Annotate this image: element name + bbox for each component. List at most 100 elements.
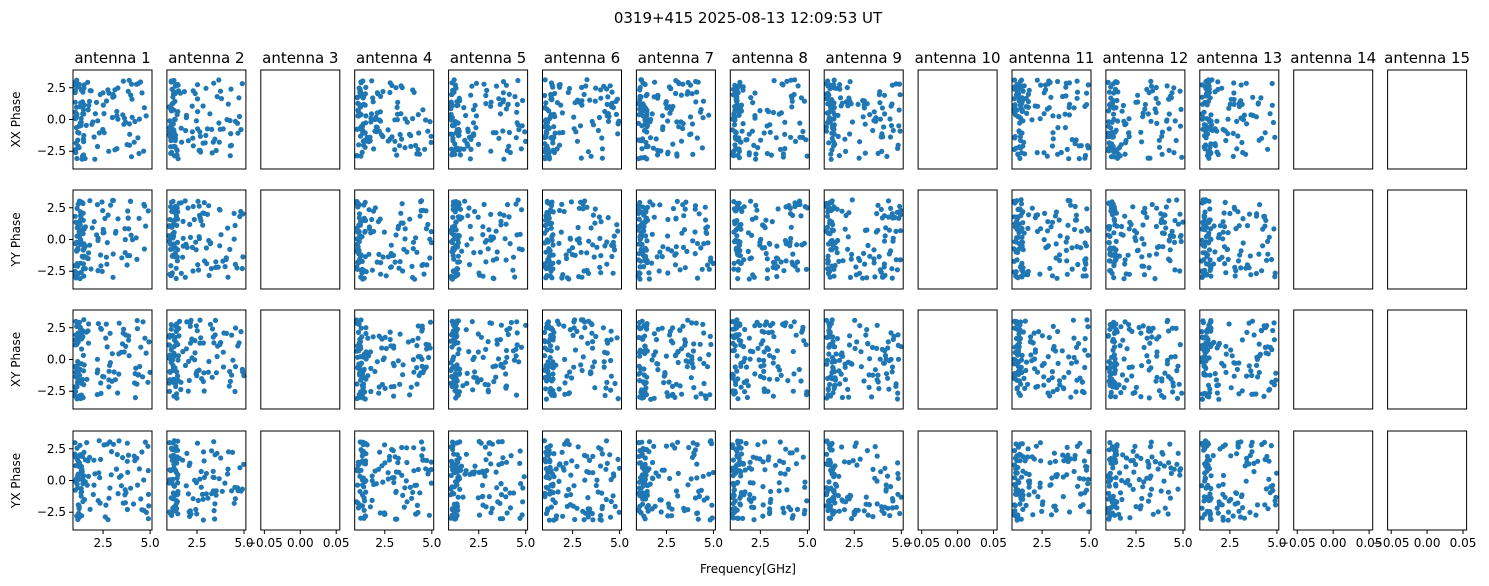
data-point	[1177, 211, 1183, 217]
data-point	[638, 77, 644, 83]
data-point	[136, 372, 142, 378]
data-point	[467, 471, 473, 477]
data-point	[657, 497, 663, 503]
data-point	[681, 213, 687, 219]
data-point	[1165, 489, 1172, 495]
data-point	[688, 476, 694, 482]
data-point	[1018, 101, 1025, 107]
data-point	[827, 274, 833, 280]
data-point	[1076, 475, 1083, 481]
scatter-series	[1105, 439, 1184, 522]
data-point	[1011, 318, 1018, 324]
data-point	[368, 230, 374, 236]
data-point	[751, 517, 757, 523]
data-point	[175, 480, 181, 486]
data-point	[636, 216, 642, 222]
data-point	[1022, 385, 1028, 391]
data-point	[368, 115, 374, 121]
data-point	[599, 155, 606, 161]
data-point	[81, 139, 87, 145]
data-point	[738, 473, 744, 479]
data-point	[1029, 205, 1035, 211]
data-point	[73, 116, 79, 122]
data-point	[201, 210, 207, 216]
data-point	[853, 264, 859, 270]
data-point	[1127, 515, 1133, 521]
data-point	[1050, 113, 1056, 119]
data-point	[518, 146, 524, 152]
x-tick-label: 5.0	[704, 536, 723, 550]
data-point	[80, 200, 86, 207]
data-point	[1051, 450, 1057, 456]
data-point	[192, 350, 198, 356]
scatter-series	[1105, 78, 1185, 161]
data-point	[170, 440, 176, 446]
data-point	[827, 268, 833, 274]
data-point	[542, 338, 548, 344]
data-point	[797, 120, 803, 126]
data-point	[1106, 240, 1112, 246]
data-point	[1146, 395, 1152, 401]
data-point	[866, 372, 872, 378]
data-point	[609, 100, 615, 106]
data-point	[124, 142, 130, 148]
data-point	[1053, 507, 1059, 513]
data-point	[108, 202, 114, 208]
data-point	[562, 380, 568, 386]
data-point	[644, 109, 650, 116]
data-point	[543, 484, 549, 490]
data-point	[1067, 101, 1073, 107]
data-point	[1025, 225, 1031, 231]
data-point	[701, 241, 707, 247]
data-point	[414, 343, 420, 349]
data-point	[1108, 95, 1114, 101]
data-point	[457, 152, 463, 158]
data-point	[1046, 78, 1052, 84]
data-point	[551, 124, 557, 130]
data-point	[861, 102, 867, 108]
data-point	[673, 352, 679, 358]
data-point	[1019, 352, 1025, 358]
data-point	[216, 476, 222, 482]
x-tick-label: 0.00	[287, 536, 314, 550]
data-point	[1111, 116, 1117, 122]
data-point	[554, 345, 560, 351]
data-point	[476, 512, 483, 518]
data-point	[414, 381, 420, 387]
data-point	[545, 506, 551, 512]
scatter-series	[354, 78, 434, 159]
data-point	[474, 375, 480, 381]
data-point	[740, 344, 747, 350]
data-point	[657, 249, 663, 255]
data-point	[510, 254, 517, 260]
data-point	[1152, 276, 1158, 282]
data-point	[861, 508, 867, 514]
data-point	[761, 329, 767, 335]
data-point	[679, 391, 685, 397]
data-point	[653, 470, 659, 476]
data-point	[1052, 503, 1058, 509]
data-point	[602, 349, 608, 355]
data-point	[88, 266, 94, 272]
data-point	[514, 101, 520, 108]
data-point	[1166, 256, 1172, 262]
data-point	[133, 365, 139, 371]
data-point	[396, 265, 402, 271]
data-point	[99, 199, 105, 205]
data-point	[1107, 326, 1113, 332]
data-point	[642, 81, 648, 88]
data-point	[695, 516, 701, 522]
data-point	[76, 476, 82, 482]
data-point	[455, 237, 461, 243]
data-point	[543, 363, 549, 369]
data-point	[1155, 100, 1161, 106]
data-point	[846, 394, 852, 400]
data-point	[1033, 384, 1039, 390]
data-point	[1111, 275, 1117, 281]
data-point	[831, 375, 837, 381]
data-point	[1141, 272, 1148, 278]
data-point	[844, 85, 850, 91]
data-point	[208, 266, 214, 272]
data-point	[374, 259, 380, 265]
